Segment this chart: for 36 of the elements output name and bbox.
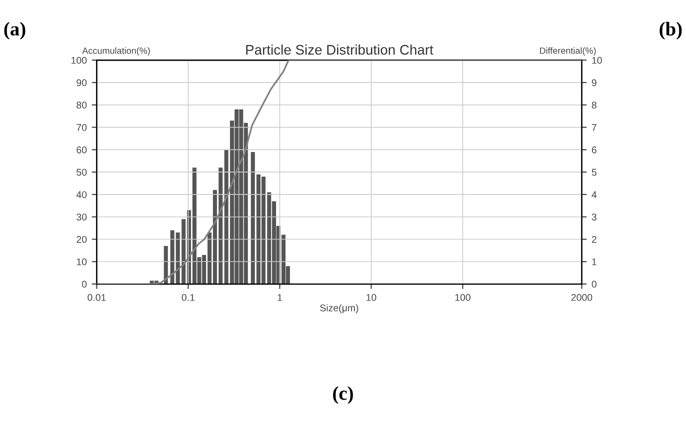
x-tick-label: 0.1 <box>182 294 194 301</box>
y-tick-label: 40 <box>76 191 87 198</box>
y2-tick-label: 10 <box>592 56 602 64</box>
x-tick-label: 1 <box>278 294 282 301</box>
bar <box>164 246 168 284</box>
y2-tick-label: 5 <box>592 168 596 176</box>
y2-tick-label: 2 <box>592 236 596 243</box>
text: (a) <box>4 22 26 40</box>
x-axis-title: Size(μm) <box>320 304 358 314</box>
y-tick-label: 100 <box>72 56 87 64</box>
y2-tick-label: 8 <box>592 102 596 109</box>
y-axis-title: Accumulation(%) <box>82 47 150 56</box>
x-tick-label: 10 <box>366 294 376 301</box>
y2-tick-label: 4 <box>592 191 597 198</box>
y2-tick-label: 1 <box>592 258 596 266</box>
y-tick-label: 80 <box>76 102 87 109</box>
y-tick-label: 10 <box>76 258 87 266</box>
y2-tick-label: 9 <box>592 79 596 86</box>
x-tick-label: 2000 <box>571 294 592 301</box>
y-tick-label: 20 <box>76 236 87 243</box>
y2-tick-label: 3 <box>592 214 596 220</box>
x-tick-label: 0.01 <box>88 294 106 301</box>
y-tick-label: 60 <box>76 146 87 154</box>
y-tick-label: 90 <box>76 79 87 86</box>
y2-tick-label: 7 <box>592 124 596 131</box>
text: (b) <box>660 22 682 40</box>
y-tick-label: 70 <box>76 124 87 131</box>
y-tick-label: 30 <box>76 214 87 220</box>
text: (c) <box>333 386 353 404</box>
x-tick-label: 100 <box>455 294 470 301</box>
y2-tick-label: 6 <box>592 146 596 154</box>
y-tick-label: 0 <box>82 280 87 288</box>
y2-axis-title: Differential(%) <box>540 47 596 56</box>
y-tick-label: 50 <box>76 168 87 176</box>
chart-title: Particle Size Distribution Chart <box>246 44 434 55</box>
y2-tick-label: 0 <box>592 280 596 288</box>
